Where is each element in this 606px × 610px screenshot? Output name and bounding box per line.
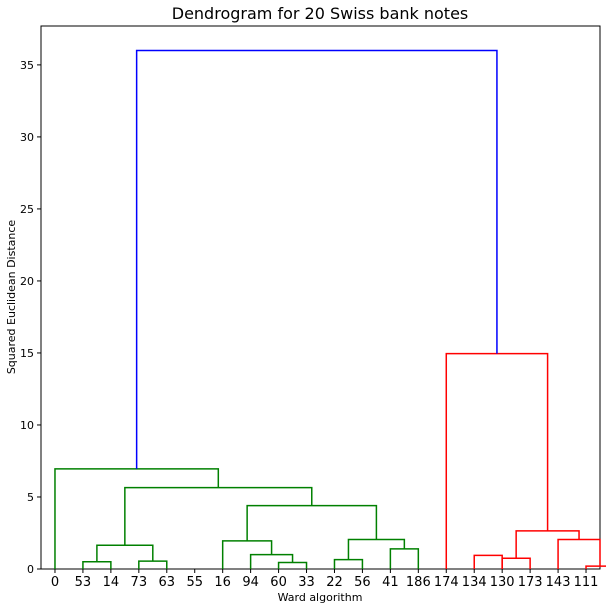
leaf-label: 134 <box>462 575 487 590</box>
y-tick-label: 10 <box>20 419 34 432</box>
link-17 <box>445 352 549 569</box>
link-2 <box>96 544 154 562</box>
leaf-label: 94 <box>242 575 259 590</box>
leaf-label: 41 <box>382 575 399 590</box>
link-6 <box>333 558 364 569</box>
leaf-label: 186 <box>406 575 431 590</box>
y-tick-label: 15 <box>20 347 34 360</box>
link-0 <box>82 561 112 569</box>
x-axis-label: Ward algorithm <box>278 591 363 604</box>
y-tick-label: 35 <box>20 59 34 72</box>
link-7 <box>389 548 420 569</box>
link-9 <box>246 504 378 541</box>
link-4 <box>249 553 294 569</box>
leaf-label: 130 <box>490 575 515 590</box>
link-1 <box>138 560 168 569</box>
y-tick-label: 20 <box>20 275 34 288</box>
link-5 <box>221 540 273 569</box>
y-tick-label: 30 <box>20 131 34 144</box>
y-tick-label: 5 <box>27 491 34 504</box>
leaf-label: 33 <box>298 575 315 590</box>
x-axis-ticks: 0 53 14 73 63 55 16 94 60 33 22 56 41 186 174 134 130 173… <box>51 569 599 590</box>
leaf-label: 73 <box>131 575 148 590</box>
leaf-label: 63 <box>159 575 176 590</box>
y-tick-label: 25 <box>20 203 34 216</box>
leaf-label: 53 <box>75 575 92 590</box>
link-12 <box>473 554 503 569</box>
leaf-label: 16 <box>214 575 231 590</box>
y-axis-label: Squared Euclidean Distance <box>5 220 18 375</box>
leaf-label: 14 <box>103 575 120 590</box>
leaf-label: 174 <box>434 575 459 590</box>
link-13 <box>501 557 531 569</box>
links-layer <box>54 49 606 569</box>
leaf-label: 60 <box>270 575 287 590</box>
link-11 <box>54 468 220 569</box>
leaf-label: 0 <box>51 575 59 590</box>
link-10 <box>124 486 313 546</box>
leaf-label: 173 <box>518 575 543 590</box>
leaf-label: 111 <box>574 575 599 590</box>
chart-title: Dendrogram for 20 Swiss bank notes <box>172 4 469 23</box>
leaf-label: 55 <box>186 575 203 590</box>
link-16 <box>515 530 580 559</box>
leaf-label: 22 <box>326 575 343 590</box>
y-axis-ticks: 0 5 10 15 20 25 30 35 <box>20 59 41 576</box>
plot-area-frame <box>40 25 601 570</box>
leaf-label: 56 <box>354 575 371 590</box>
y-tick-label: 0 <box>27 563 34 576</box>
link-15 <box>557 538 601 569</box>
leaf-label: 143 <box>546 575 571 590</box>
link-18 <box>135 49 498 469</box>
link-3 <box>277 561 308 569</box>
